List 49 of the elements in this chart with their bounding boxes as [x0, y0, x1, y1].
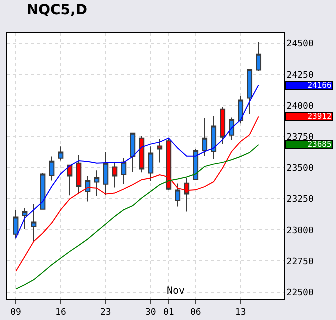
candlestick — [202, 118, 208, 156]
candlestick — [103, 152, 109, 196]
candlestick — [139, 135, 145, 174]
x-tick-label: 13 — [235, 308, 246, 318]
x-tick-label: 23 — [100, 308, 112, 318]
x-tick-label: 09 — [10, 308, 22, 318]
candlestick — [67, 164, 73, 196]
candlestick — [184, 178, 190, 212]
candlestick — [166, 138, 172, 191]
chart-title: NQC5,D — [26, 2, 88, 19]
candlestick — [112, 162, 118, 188]
candlestick — [229, 117, 235, 141]
x-tick-label: 30 — [145, 308, 156, 318]
x-tick-label: 06 — [190, 308, 202, 318]
x-tick-label: 16 — [56, 308, 66, 318]
candlestick — [148, 146, 154, 182]
candlestick — [22, 208, 28, 230]
y-tick-label: 24500 — [286, 40, 314, 50]
y-tick-label: 23500 — [286, 164, 314, 174]
candlestick — [76, 154, 82, 195]
candlestick — [31, 203, 37, 242]
candlestick — [157, 138, 163, 164]
line-series — [15, 116, 260, 272]
line-series — [15, 84, 260, 239]
candlestick — [13, 209, 19, 240]
x-tick-label: 01 — [163, 308, 174, 318]
text: 23912 — [308, 112, 332, 121]
y-tick-label: 24250 — [286, 70, 314, 81]
y-tick-label: 22750 — [286, 257, 314, 268]
candlestick — [130, 132, 136, 173]
candlestick — [247, 68, 253, 115]
candlestick — [85, 176, 91, 202]
candlestick — [94, 170, 100, 197]
text: 23685 — [308, 140, 332, 149]
candlestick — [58, 146, 64, 162]
y-tick-label: 24000 — [286, 102, 314, 112]
candlestick — [238, 96, 244, 124]
y-tick-label: 23000 — [286, 226, 314, 236]
candlestick — [220, 106, 226, 145]
y-tick-label: 22500 — [286, 288, 314, 298]
text: 24166 — [308, 81, 332, 90]
candlestick — [49, 156, 55, 182]
candlestick — [193, 148, 199, 181]
candlestick — [256, 42, 262, 72]
y-tick-label: 23250 — [286, 195, 314, 206]
candlestick — [175, 183, 181, 208]
candlestick — [211, 116, 217, 160]
annotation: Nov — [167, 286, 186, 297]
candlestick — [121, 158, 127, 185]
